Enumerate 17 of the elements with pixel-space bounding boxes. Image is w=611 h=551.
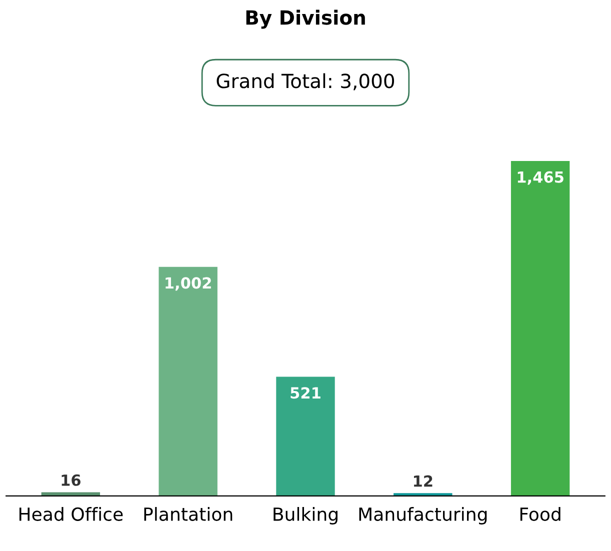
x-tick-label: Food [520,507,560,521]
data-label: 16 [62,474,80,486]
bar [158,266,218,496]
data-label: 521 [290,387,320,399]
bar [394,493,452,496]
x-tick-label: Manufacturing [359,507,487,524]
x-tick-label: Bulking [274,507,338,524]
text: Grand Total: 3,000 [216,73,394,90]
data-label: 1,002 [166,277,211,291]
bar [510,160,570,496]
data-label: 12 [414,475,432,487]
chart-title: By Division [246,10,365,29]
x-tick-label: Plantation [144,507,232,521]
x-tick-label: Head Office [19,507,123,521]
bar [276,376,335,496]
bar [41,492,100,496]
data-label: 1,465 [518,171,564,185]
